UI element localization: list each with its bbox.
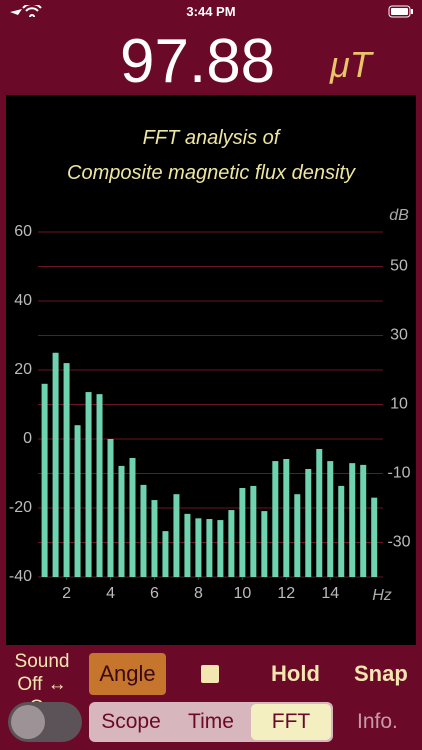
bar — [250, 485, 257, 577]
bar — [228, 510, 235, 577]
tab[interactable]: Scope — [101, 710, 161, 733]
bar — [63, 363, 70, 577]
info-button[interactable]: Info. — [357, 710, 398, 733]
reading-value: 97.88 — [120, 27, 276, 96]
bar — [107, 439, 114, 577]
battery — [388, 5, 413, 18]
bar — [52, 352, 59, 577]
y2-tick-label: 10 — [390, 396, 408, 413]
chart: FFT analysis of Composite magnetic flux … — [6, 95, 416, 645]
clock: 3:44 PM — [186, 4, 236, 19]
bar — [327, 461, 334, 577]
sound-title: Sound — [14, 651, 70, 672]
bar — [338, 485, 345, 577]
chart-title: FFT analysis of — [143, 127, 282, 149]
bar — [184, 513, 191, 577]
y-tick-label: 0 — [23, 430, 32, 447]
bar — [283, 459, 290, 577]
y-tick-label: 40 — [14, 292, 32, 309]
reading-unit: μT — [330, 44, 372, 85]
x-tick-label: 10 — [233, 585, 251, 602]
bar — [316, 449, 323, 577]
snap-button[interactable]: Snap — [354, 661, 408, 686]
bar — [96, 394, 103, 577]
bar — [305, 469, 312, 577]
sound-switch[interactable] — [8, 702, 82, 742]
bar — [272, 461, 279, 577]
x-tick-label: 14 — [321, 585, 339, 602]
checkbox[interactable] — [201, 665, 219, 683]
x-axis-label: Hz — [372, 587, 392, 604]
bar — [239, 487, 246, 577]
y2-tick-label: -30 — [387, 534, 410, 551]
hold-button[interactable]: Hold — [271, 661, 320, 686]
tab[interactable]: Time — [188, 710, 234, 733]
bar — [118, 465, 125, 577]
bar — [294, 494, 301, 577]
bar — [129, 457, 136, 577]
bar — [349, 463, 356, 577]
bar — [371, 497, 378, 577]
bar — [261, 511, 268, 577]
bar — [151, 500, 158, 577]
bar — [217, 520, 224, 577]
bar — [74, 425, 81, 577]
bar — [195, 518, 202, 577]
x-tick-label: 6 — [150, 585, 159, 602]
bar — [162, 531, 169, 577]
x-tick-label: 8 — [194, 585, 203, 602]
x-tick-label: 12 — [277, 585, 295, 602]
angle-button[interactable]: Angle — [89, 653, 166, 695]
y-tick-label: -40 — [9, 568, 32, 585]
x-tick-label: 2 — [62, 585, 71, 602]
y-tick-label: 60 — [14, 223, 32, 240]
bar — [173, 494, 180, 577]
y2-tick-label: -10 — [387, 465, 410, 482]
x-tick-label: 4 — [106, 585, 115, 602]
tab-selected[interactable]: FFT — [251, 704, 331, 740]
status-icons — [10, 5, 42, 17]
switch-knob — [11, 705, 45, 739]
status-bar: 3:44 PM — [0, 0, 422, 24]
y2-tick-label: 50 — [390, 258, 408, 275]
y-tick-label: 20 — [14, 361, 32, 378]
bar — [41, 383, 48, 577]
chart-subtitle: Composite magnetic flux density — [67, 162, 356, 184]
y-tick-label: -20 — [9, 499, 32, 516]
tab-bar: Scope Time FFT — [89, 702, 333, 742]
y2-axis-label: dB — [389, 207, 409, 224]
bar — [360, 464, 367, 577]
bar — [206, 519, 213, 577]
bar — [85, 392, 92, 577]
bar — [140, 484, 147, 577]
y2-tick-label: 30 — [390, 327, 408, 344]
